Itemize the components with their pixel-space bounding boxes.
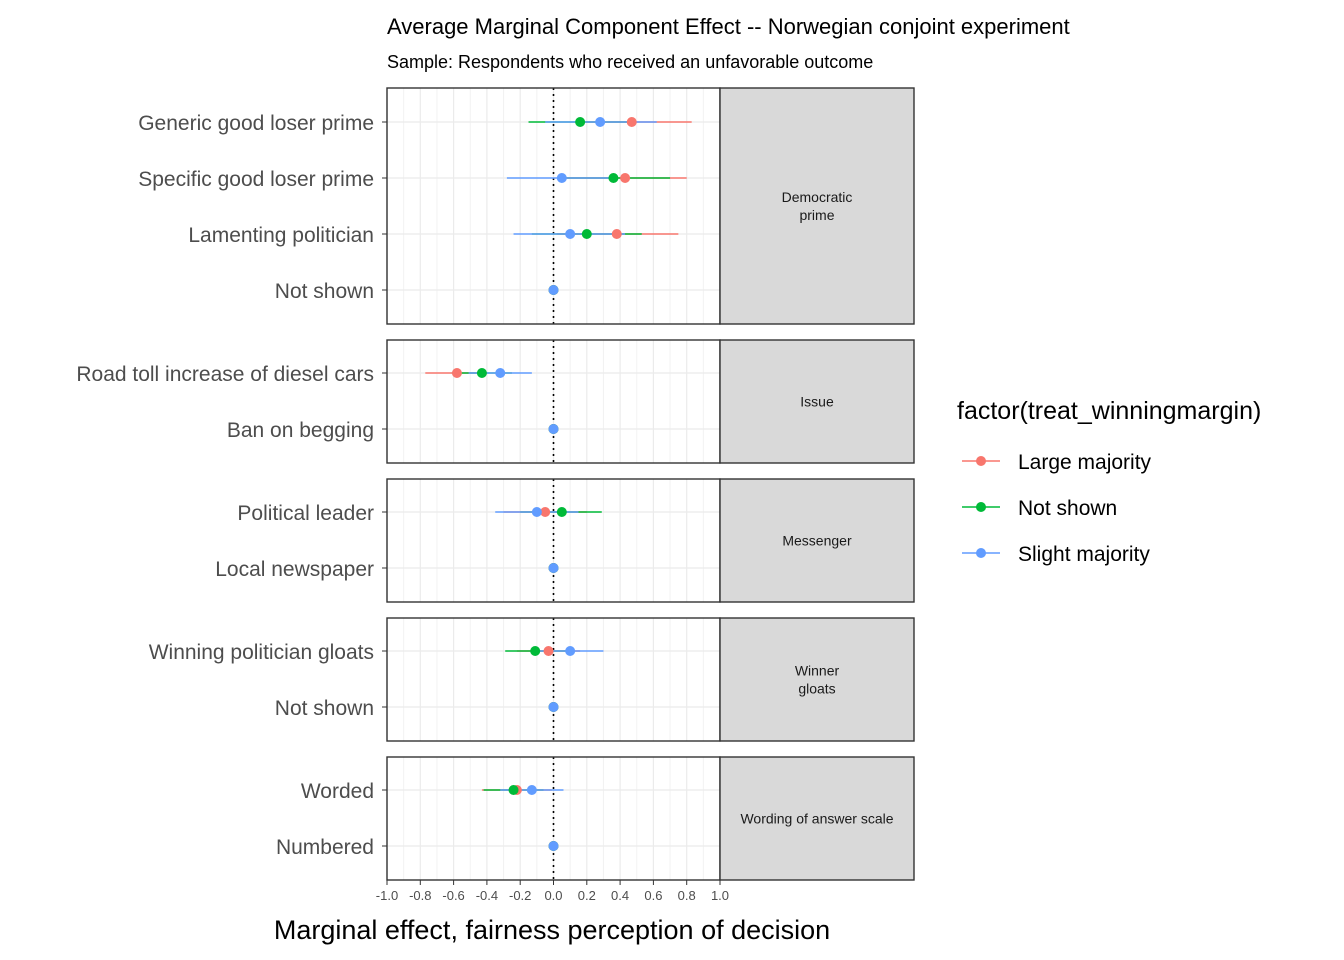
legend-label: Slight majority [1018, 543, 1150, 566]
facet-strip-label: Winner [795, 663, 840, 679]
facet-strip-label: Issue [800, 394, 834, 410]
point-estimate [526, 785, 537, 795]
point-estimate [565, 229, 576, 239]
facet-strip-label: Wording of answer scale [740, 811, 893, 827]
y-tick-label: Not shown [275, 697, 374, 720]
point-estimate [530, 646, 541, 656]
y-tick-label: Specific good loser prime [138, 168, 374, 191]
facet-strip [719, 339, 915, 464]
y-tick-label: Not shown [275, 280, 374, 303]
facet-strip [719, 87, 915, 325]
point-estimate [626, 117, 637, 127]
x-axis-label: Marginal effect, fairness perception of … [274, 915, 830, 945]
x-tick-label: -0.6 [442, 888, 464, 903]
x-tick-label: -0.4 [476, 888, 498, 903]
facet-strip [719, 478, 915, 603]
y-tick-label: Ban on begging [227, 419, 374, 442]
facet-panel: Political leader Local newspaper Messenger [215, 478, 915, 603]
facet-strip-label: prime [799, 207, 834, 223]
legend-label: Not shown [1018, 497, 1117, 520]
y-tick-label: Winning politician gloats [149, 641, 374, 664]
legend-item: Slight majority [962, 543, 1150, 566]
point-estimate [548, 285, 559, 295]
x-tick-label: -0.8 [409, 888, 431, 903]
point-estimate [548, 424, 559, 434]
x-tick-label: -1.0 [376, 888, 398, 903]
point-estimate [476, 368, 487, 378]
point-estimate [556, 507, 567, 517]
facet-strip-label: gloats [798, 681, 835, 697]
x-tick-label: 0.0 [544, 888, 562, 903]
x-axis: -1.0 -0.8 -0.6 -0.4 -0.2 0.0 0.2 0.4 0.6 0.8 1.0 [376, 880, 729, 903]
point-estimate [508, 785, 519, 795]
facet-panel: Road toll increase of diesel cars Ban on … [76, 339, 915, 464]
point-estimate [595, 117, 606, 127]
point-estimate [611, 229, 622, 239]
point-estimate [540, 507, 551, 517]
legend-key-point [976, 548, 986, 558]
x-tick-label: 0.2 [578, 888, 596, 903]
x-tick-label: 0.8 [678, 888, 696, 903]
legend-title: factor(treat_winningmargin) [957, 397, 1261, 425]
facet-strip-label: Democratic [782, 189, 853, 205]
legend-item: Not shown [962, 497, 1117, 520]
facet-panel: Winning politician gloats Not shown Winner… [149, 617, 915, 742]
y-tick-label: Lamenting politician [188, 224, 374, 247]
legend: factor(treat_winningmargin) Large majori… [957, 397, 1261, 566]
facet-panel: Generic good loser prime Specific good lo… [138, 87, 915, 325]
point-estimate [495, 368, 506, 378]
point-estimate [543, 646, 554, 656]
point-estimate [565, 646, 576, 656]
y-tick-label: Worded [301, 780, 374, 803]
point-estimate [556, 173, 567, 183]
point-estimate [575, 117, 586, 127]
legend-key-point [976, 502, 986, 512]
point-estimate [548, 563, 559, 573]
y-tick-label: Road toll increase of diesel cars [76, 363, 374, 386]
x-tick-label: 0.4 [611, 888, 629, 903]
facet-strip [719, 756, 915, 881]
point-estimate [451, 368, 462, 378]
x-tick-label: 0.6 [644, 888, 662, 903]
y-tick-label: Generic good loser prime [138, 112, 374, 135]
y-tick-label: Numbered [276, 836, 374, 859]
point-estimate [531, 507, 542, 517]
point-estimate [581, 229, 592, 239]
legend-key-point [976, 456, 986, 466]
point-estimate [620, 173, 631, 183]
facet-panels: Generic good loser prime Specific good lo… [76, 87, 915, 881]
chart-title: Average Marginal Component Effect -- Nor… [387, 14, 1070, 39]
facet-strip [719, 617, 915, 742]
y-tick-label: Political leader [237, 502, 374, 525]
chart-subtitle: Sample: Respondents who received an unfa… [387, 52, 873, 72]
point-estimate [548, 702, 559, 712]
point-estimate [608, 173, 619, 183]
legend-label: Large majority [1018, 451, 1152, 474]
legend-item: Large majority [962, 451, 1152, 474]
y-tick-label: Local newspaper [215, 558, 374, 581]
x-tick-label: -0.2 [509, 888, 531, 903]
x-tick-label: 1.0 [711, 888, 729, 903]
point-estimate [548, 841, 559, 851]
facet-strip-label: Messenger [782, 533, 852, 549]
facet-panel: Worded Numbered Wording of answer scale [276, 756, 915, 881]
